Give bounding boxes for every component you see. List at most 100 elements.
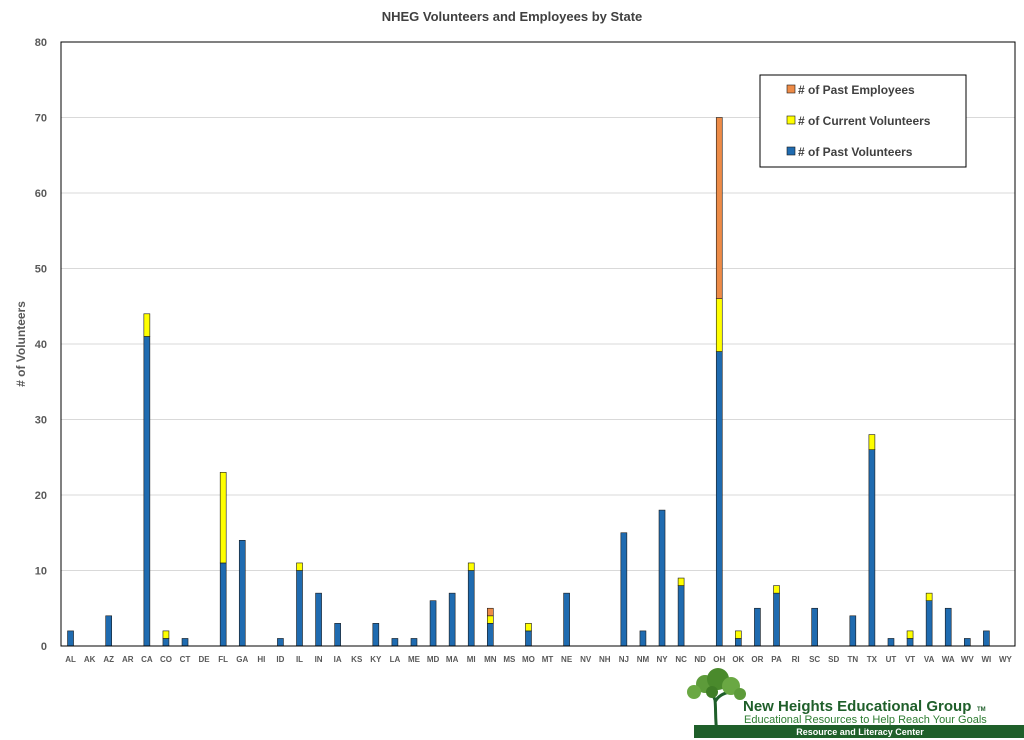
- x-tick-label: IN: [315, 655, 323, 664]
- bar-segment: [143, 313, 151, 337]
- x-tick-label: IA: [334, 655, 342, 664]
- bar-segment: [925, 600, 933, 647]
- bar-segment: [906, 630, 914, 639]
- bar-segment: [467, 562, 475, 571]
- bar-segment: [277, 638, 284, 647]
- bar-segment: [525, 623, 532, 632]
- bar-segment: [219, 472, 227, 564]
- bar-segment: [162, 630, 170, 639]
- y-axis-label: # of Volunteers: [14, 301, 28, 387]
- x-tick-label: MO: [522, 655, 535, 664]
- x-tick-label: PA: [771, 655, 782, 664]
- bar-segment: [715, 351, 723, 647]
- bars: [67, 117, 990, 647]
- logo-band: [694, 725, 1024, 738]
- bar-segment: [868, 434, 876, 451]
- legend-swatch: [786, 146, 796, 156]
- bar-segment: [219, 562, 227, 647]
- bar-segment: [868, 449, 876, 647]
- bar-segment: [315, 592, 322, 647]
- bar-segment: [296, 570, 303, 647]
- legend-swatch: [786, 115, 796, 125]
- y-tick-label: 80: [35, 37, 47, 49]
- bar-segment: [391, 638, 399, 647]
- bar-segment: [963, 638, 971, 647]
- x-tick-label: DE: [199, 655, 211, 664]
- x-tick-label: WV: [961, 655, 975, 664]
- y-tick-label: 10: [35, 566, 47, 578]
- bar-segment: [67, 630, 74, 647]
- bar-segment: [429, 600, 437, 647]
- x-tick-label: ID: [276, 655, 284, 664]
- bar-segment: [811, 607, 818, 647]
- y-tick-label: 40: [35, 339, 47, 351]
- x-tick-label: CO: [160, 655, 172, 664]
- logo-trademark: TM: [977, 707, 986, 713]
- bar-segment: [773, 592, 780, 647]
- x-tick-label: VT: [905, 655, 915, 664]
- y-tick-label: 20: [35, 490, 47, 502]
- x-tick-label: KS: [351, 655, 363, 664]
- bar-segment: [639, 630, 647, 647]
- x-tick-label: CT: [180, 655, 191, 664]
- bar-segment: [525, 630, 532, 647]
- x-tick-label: IL: [296, 655, 303, 664]
- chart-title: NHEG Volunteers and Employees by State: [382, 9, 643, 24]
- bar-segment: [754, 607, 761, 647]
- x-tick-label: SC: [809, 655, 820, 664]
- x-tick-label: AK: [84, 655, 96, 664]
- x-tick-label: NJ: [619, 655, 629, 664]
- x-tick-label: VA: [924, 655, 935, 664]
- bar-segment: [944, 607, 952, 647]
- x-tick-label: NM: [637, 655, 650, 664]
- bar-segment: [773, 585, 780, 594]
- x-tick-label: MD: [427, 655, 440, 664]
- bar-segment: [677, 577, 685, 586]
- legend-label: # of Current Volunteers: [798, 114, 931, 128]
- bar-segment: [849, 615, 857, 647]
- x-tick-label: OH: [713, 655, 725, 664]
- bar-segment: [162, 638, 170, 647]
- bar-segment: [715, 117, 723, 299]
- x-tick-label: ND: [694, 655, 706, 664]
- x-tick-label: UT: [886, 655, 897, 664]
- bar-segment: [486, 623, 494, 647]
- x-tick-label: WA: [942, 655, 955, 664]
- x-tick-label: MS: [503, 655, 516, 664]
- x-tick-label: WI: [981, 655, 991, 664]
- bar-segment: [467, 570, 475, 647]
- x-tick-label: WY: [999, 655, 1013, 664]
- x-tick-label: RI: [792, 655, 800, 664]
- logo-name: New Heights Educational Group: [743, 698, 971, 715]
- x-tick-label: AR: [122, 655, 134, 664]
- y-tick-label: 60: [35, 188, 47, 200]
- x-tick-label: NE: [561, 655, 573, 664]
- bar-segment: [925, 592, 933, 602]
- logo-band-text: Resource and Literacy Center: [796, 727, 924, 737]
- x-axis-ticks: AL AK AZ AR CA CO CT DE FL GA HI ID IL IN IA KS KY LA ME MD…: [65, 655, 1012, 664]
- bar-segment: [735, 630, 742, 639]
- x-tick-label: MI: [467, 655, 476, 664]
- bar-segment: [372, 623, 380, 647]
- bar-segment: [906, 638, 914, 647]
- bar-segment: [658, 509, 666, 647]
- x-tick-label: NV: [580, 655, 592, 664]
- x-tick-label: CA: [141, 655, 153, 664]
- bar-segment: [620, 532, 628, 647]
- y-tick-label: 0: [41, 641, 47, 653]
- x-tick-label: KY: [370, 655, 382, 664]
- x-tick-label: ME: [408, 655, 421, 664]
- nheg-logo: New Heights Educational Group TM Educati…: [687, 668, 1024, 738]
- bar-segment: [296, 562, 303, 571]
- bar-segment: [448, 592, 456, 647]
- x-tick-label: LA: [390, 655, 401, 664]
- x-tick-label: NH: [599, 655, 611, 664]
- y-axis-ticks: 0 10 20 30 40 50 60 70 80: [35, 37, 47, 653]
- y-tick-label: 70: [35, 113, 47, 125]
- y-tick-label: 30: [35, 415, 47, 427]
- x-tick-label: AL: [65, 655, 76, 664]
- x-tick-label: FL: [218, 655, 228, 664]
- bar-segment: [143, 336, 151, 647]
- legend-label: # of Past Volunteers: [798, 145, 913, 159]
